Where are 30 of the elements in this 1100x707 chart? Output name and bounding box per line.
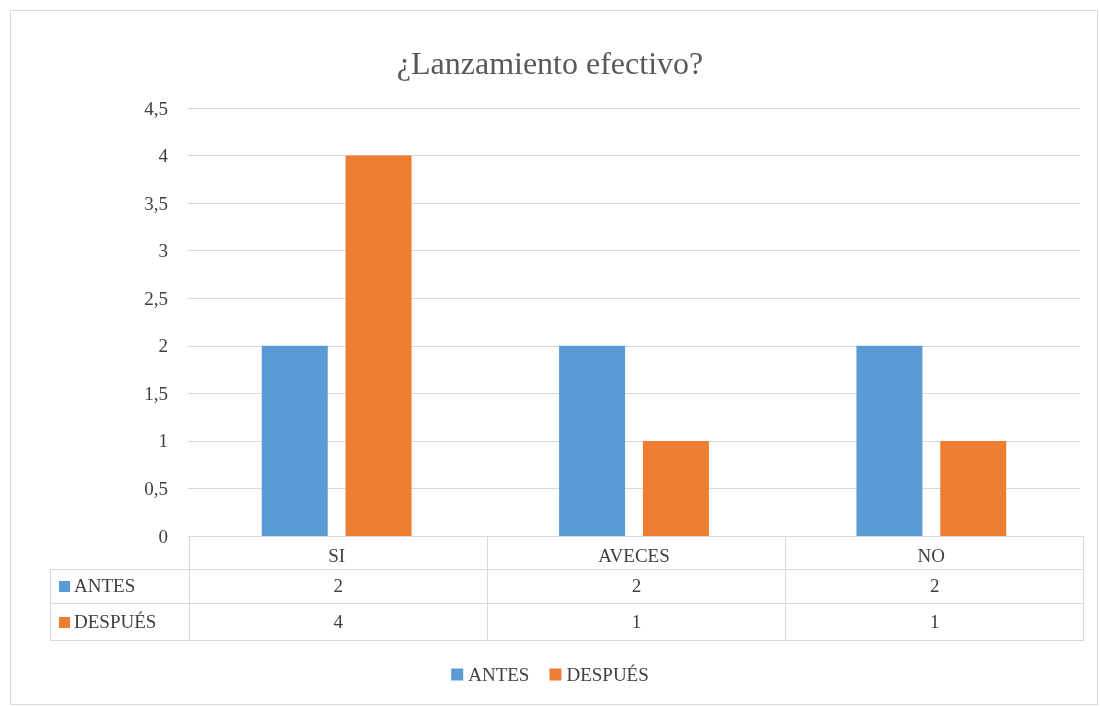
- data-label: 2: [785, 569, 1084, 603]
- y-tick-label: 4: [158, 145, 169, 167]
- y-tick-label: 0: [158, 525, 168, 547]
- bar: [940, 440, 1007, 536]
- data-label: 2: [189, 569, 488, 603]
- data-label: 1: [785, 603, 1084, 640]
- x-tick-label: AVECES: [598, 545, 670, 566]
- data-label: 2: [487, 569, 786, 603]
- data-label: 4: [189, 603, 488, 640]
- y-tick-label: 3,5: [144, 192, 168, 214]
- y-tick-label: 1,5: [144, 382, 168, 404]
- x-tick-label: SI: [328, 545, 346, 566]
- chart-title: ¿Lanzamiento efectivo?: [396, 45, 704, 81]
- data-label: 1: [487, 603, 786, 640]
- y-tick-label: 2,5: [144, 287, 168, 309]
- y-tick-label: 2: [158, 335, 168, 357]
- y-tick-label: 3: [158, 240, 168, 262]
- bar: [559, 345, 626, 536]
- bar: [642, 440, 709, 536]
- y-tick-label: 4,5: [144, 97, 168, 119]
- bar: [856, 345, 923, 536]
- x-tick-label: NO: [917, 545, 946, 566]
- y-tick-label: 1: [158, 430, 168, 452]
- legend-label: DESPUÉS: [566, 664, 649, 685]
- text: ANTES: [74, 575, 136, 596]
- bar: [261, 345, 328, 536]
- legend-label: ANTES: [468, 664, 530, 685]
- bar: [345, 155, 412, 536]
- y-tick-label: 0,5: [144, 477, 168, 499]
- text: DESPUÉS: [74, 610, 157, 632]
